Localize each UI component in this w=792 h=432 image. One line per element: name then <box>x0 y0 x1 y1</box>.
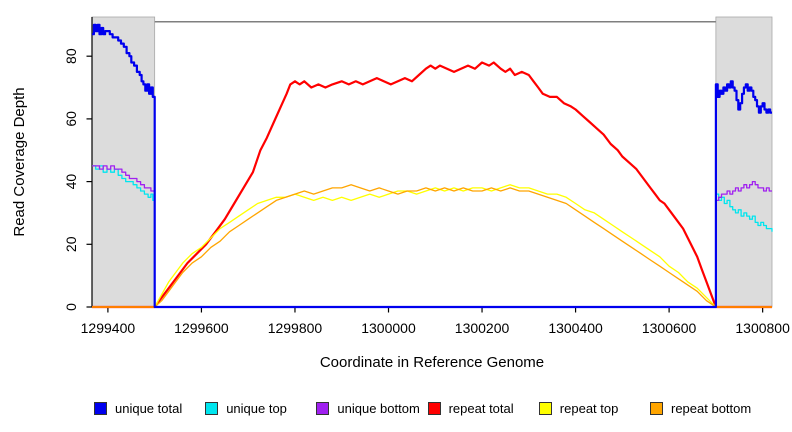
y-axis-title: Read Coverage Depth <box>11 87 28 237</box>
legend-item-unique-top: unique top <box>205 401 287 416</box>
masked-region-right <box>715 16 773 308</box>
x-axis-title: Coordinate in Reference Genome <box>319 354 545 371</box>
legend-swatch-repeat-total <box>427 402 441 415</box>
legend-swatch-repeat-bottom <box>650 402 663 415</box>
x-tick-label: 1300800 <box>735 320 790 336</box>
series-line-unique-top <box>92 165 773 308</box>
series-line-repeat-bottom <box>92 184 772 308</box>
y-tick-label: 0 <box>63 303 79 311</box>
legend-label-unique-total: unique total <box>115 401 183 416</box>
legend-swatch-unique-bottom <box>316 402 330 415</box>
x-tick-label: 1300400 <box>548 320 603 336</box>
legend-item-repeat-top: repeat top <box>538 401 619 416</box>
y-tick-label: 80 <box>63 48 79 64</box>
legend-swatch-repeat-top <box>538 402 552 415</box>
x-tick-label: 1300000 <box>361 320 416 336</box>
x-tick-label: 1300200 <box>455 320 510 336</box>
series-line-repeat-total <box>92 61 772 309</box>
legend-label-unique-top: unique top <box>226 401 287 416</box>
y-tick-label: 20 <box>63 236 79 252</box>
x-tick-label: 1299800 <box>268 320 323 336</box>
legend-swatch-unique-top <box>205 402 219 415</box>
series-line-repeat-top <box>92 184 772 308</box>
y-tick-label: 60 <box>63 111 79 127</box>
legend-item-repeat-total: repeat total <box>427 401 514 416</box>
series-line-unique-total <box>92 23 772 309</box>
legend-item-repeat-bottom: repeat bottom <box>650 401 751 416</box>
x-tick-label: 1299400 <box>81 320 136 336</box>
legend-label-repeat-bottom: repeat bottom <box>671 401 752 416</box>
masked-region-left <box>91 16 156 308</box>
legend-item-unique-bottom: unique bottom <box>316 401 420 416</box>
y-tick-label: 40 <box>63 174 79 190</box>
legend-swatch-unique-total <box>94 402 107 415</box>
legend-label-repeat-top: repeat top <box>559 401 619 416</box>
x-tick-label: 1299600 <box>174 320 229 336</box>
series-line-unique-bottom <box>92 165 772 308</box>
legend-label-unique-bottom: unique bottom <box>337 401 420 416</box>
legend-label-repeat-total: repeat total <box>448 401 514 416</box>
x-tick-label: 1300600 <box>642 320 697 336</box>
legend-item-unique-total: unique total <box>94 401 182 416</box>
